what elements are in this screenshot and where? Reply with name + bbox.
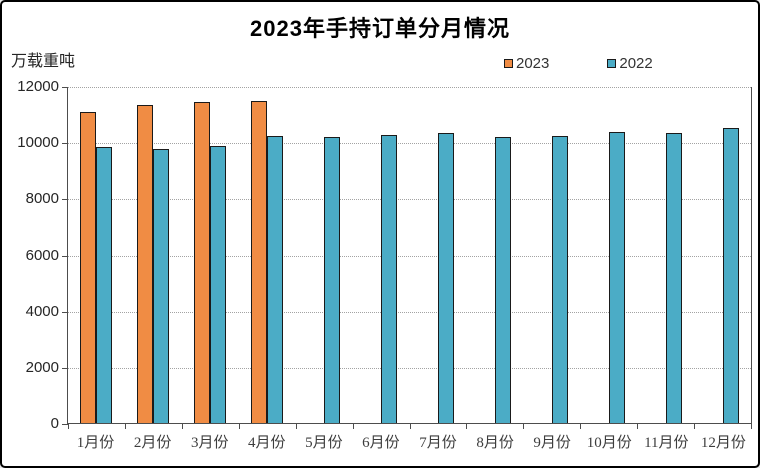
x-label-m2: 2月份 xyxy=(133,435,172,451)
gridline-12000 xyxy=(68,87,751,88)
chart-title: 2023年手持订单分月情况 xyxy=(250,16,510,41)
gridline-4000 xyxy=(68,311,751,313)
x-tick-2 xyxy=(181,424,183,429)
x-label-m4: 4月份 xyxy=(248,435,286,451)
month-slot-m10 xyxy=(580,87,637,423)
y-tick-label-10000: 10000 xyxy=(17,134,59,152)
bar-2023-m4 xyxy=(251,101,268,423)
y-tick-10000 xyxy=(62,143,68,145)
bar-2022-m11 xyxy=(665,133,682,423)
bar-2023-m3 xyxy=(194,102,211,423)
x-tick-1 xyxy=(124,424,126,429)
x-tick-4 xyxy=(295,424,297,429)
y-tick-2000 xyxy=(62,367,68,369)
month-slot-m5 xyxy=(296,87,353,423)
y-tick-label-8000: 8000 xyxy=(25,190,59,208)
y-tick-6000 xyxy=(62,255,68,257)
x-label-m1: 1月份 xyxy=(76,435,115,451)
y-tick-label-12000: 12000 xyxy=(17,78,59,95)
legend-label-2023: 2023 xyxy=(516,55,550,72)
gridline-10000 xyxy=(68,143,751,145)
y-tick-label-2000: 2000 xyxy=(25,358,59,376)
x-tick-6 xyxy=(409,424,411,429)
x-label-m10: 10月份 xyxy=(586,435,632,451)
bar-2022-m4 xyxy=(267,136,284,423)
x-tick-9 xyxy=(580,424,582,429)
y-tick-label-0: 0 xyxy=(50,415,59,432)
y-axis-unit-label: 万载重吨 xyxy=(11,53,76,70)
y-tick-label-4000: 4000 xyxy=(25,302,59,320)
bar-2023-m1 xyxy=(80,112,97,423)
bar-2022-m10 xyxy=(608,131,625,423)
x-tick-8 xyxy=(523,424,525,429)
x-axis-labels: 1月份 2月份 3月份 4月份 5月份 6月份 7月份 8月份 9月份 10月份 11月份 12月份 xyxy=(67,431,752,452)
month-slot-m11 xyxy=(637,87,694,423)
legend-label-2022: 2022 xyxy=(619,55,653,72)
legend-item-2023: 2023 xyxy=(504,55,549,72)
bar-2023-m2 xyxy=(137,105,154,423)
x-tick-3 xyxy=(238,424,240,429)
month-slot-m12 xyxy=(694,87,751,423)
month-slot-m9 xyxy=(523,87,580,423)
bar-2022-m2 xyxy=(153,148,170,423)
x-label-m8: 8月份 xyxy=(476,435,514,451)
month-slot-m2 xyxy=(125,87,182,423)
month-slot-m6 xyxy=(353,87,410,423)
month-slot-m4 xyxy=(239,87,296,423)
legend-item-2022: 2022 xyxy=(607,55,653,72)
x-label-m5: 5月份 xyxy=(305,435,343,451)
y-tick-0 xyxy=(62,424,68,425)
x-tick-11 xyxy=(694,424,696,429)
legend-swatch-2023 xyxy=(504,59,513,68)
y-tick-8000 xyxy=(62,199,68,201)
x-label-m11: 11月份 xyxy=(644,435,689,451)
x-label-m12: 12月份 xyxy=(700,435,746,451)
month-slot-m3 xyxy=(182,87,239,423)
bar-2022-m8 xyxy=(494,137,511,423)
gridline-8000 xyxy=(68,199,751,201)
month-slot-m7 xyxy=(410,87,467,423)
bar-2022-m1 xyxy=(96,147,113,423)
month-slot-m1 xyxy=(68,87,125,423)
y-tick-label-6000: 6000 xyxy=(25,246,59,264)
x-label-m6: 6月份 xyxy=(362,435,400,451)
bar-2022-m3 xyxy=(210,145,227,423)
month-slot-m8 xyxy=(466,87,523,423)
x-tick-5 xyxy=(352,424,354,429)
bar-2022-m9 xyxy=(551,136,568,423)
x-tick-10 xyxy=(637,424,639,429)
y-tick-12000 xyxy=(62,87,68,88)
bar-2022-m12 xyxy=(722,127,739,423)
x-label-m3: 3月份 xyxy=(190,435,229,451)
gridline-2000 xyxy=(68,367,751,369)
x-tick-7 xyxy=(466,424,468,429)
y-tick-4000 xyxy=(62,311,68,313)
gridline-6000 xyxy=(68,255,751,257)
bar-2022-m7 xyxy=(437,133,454,423)
x-label-m9: 9月份 xyxy=(533,435,571,451)
plot-area xyxy=(62,87,752,429)
legend: 2023 2022 xyxy=(504,55,653,72)
legend-swatch-2022 xyxy=(607,59,617,68)
bar-2022-m6 xyxy=(381,134,398,423)
x-label-m7: 7月份 xyxy=(419,435,457,451)
bar-2022-m5 xyxy=(324,137,341,423)
x-tick-0 xyxy=(68,424,69,429)
x-tick-12 xyxy=(751,424,752,429)
bars-container xyxy=(68,87,751,423)
